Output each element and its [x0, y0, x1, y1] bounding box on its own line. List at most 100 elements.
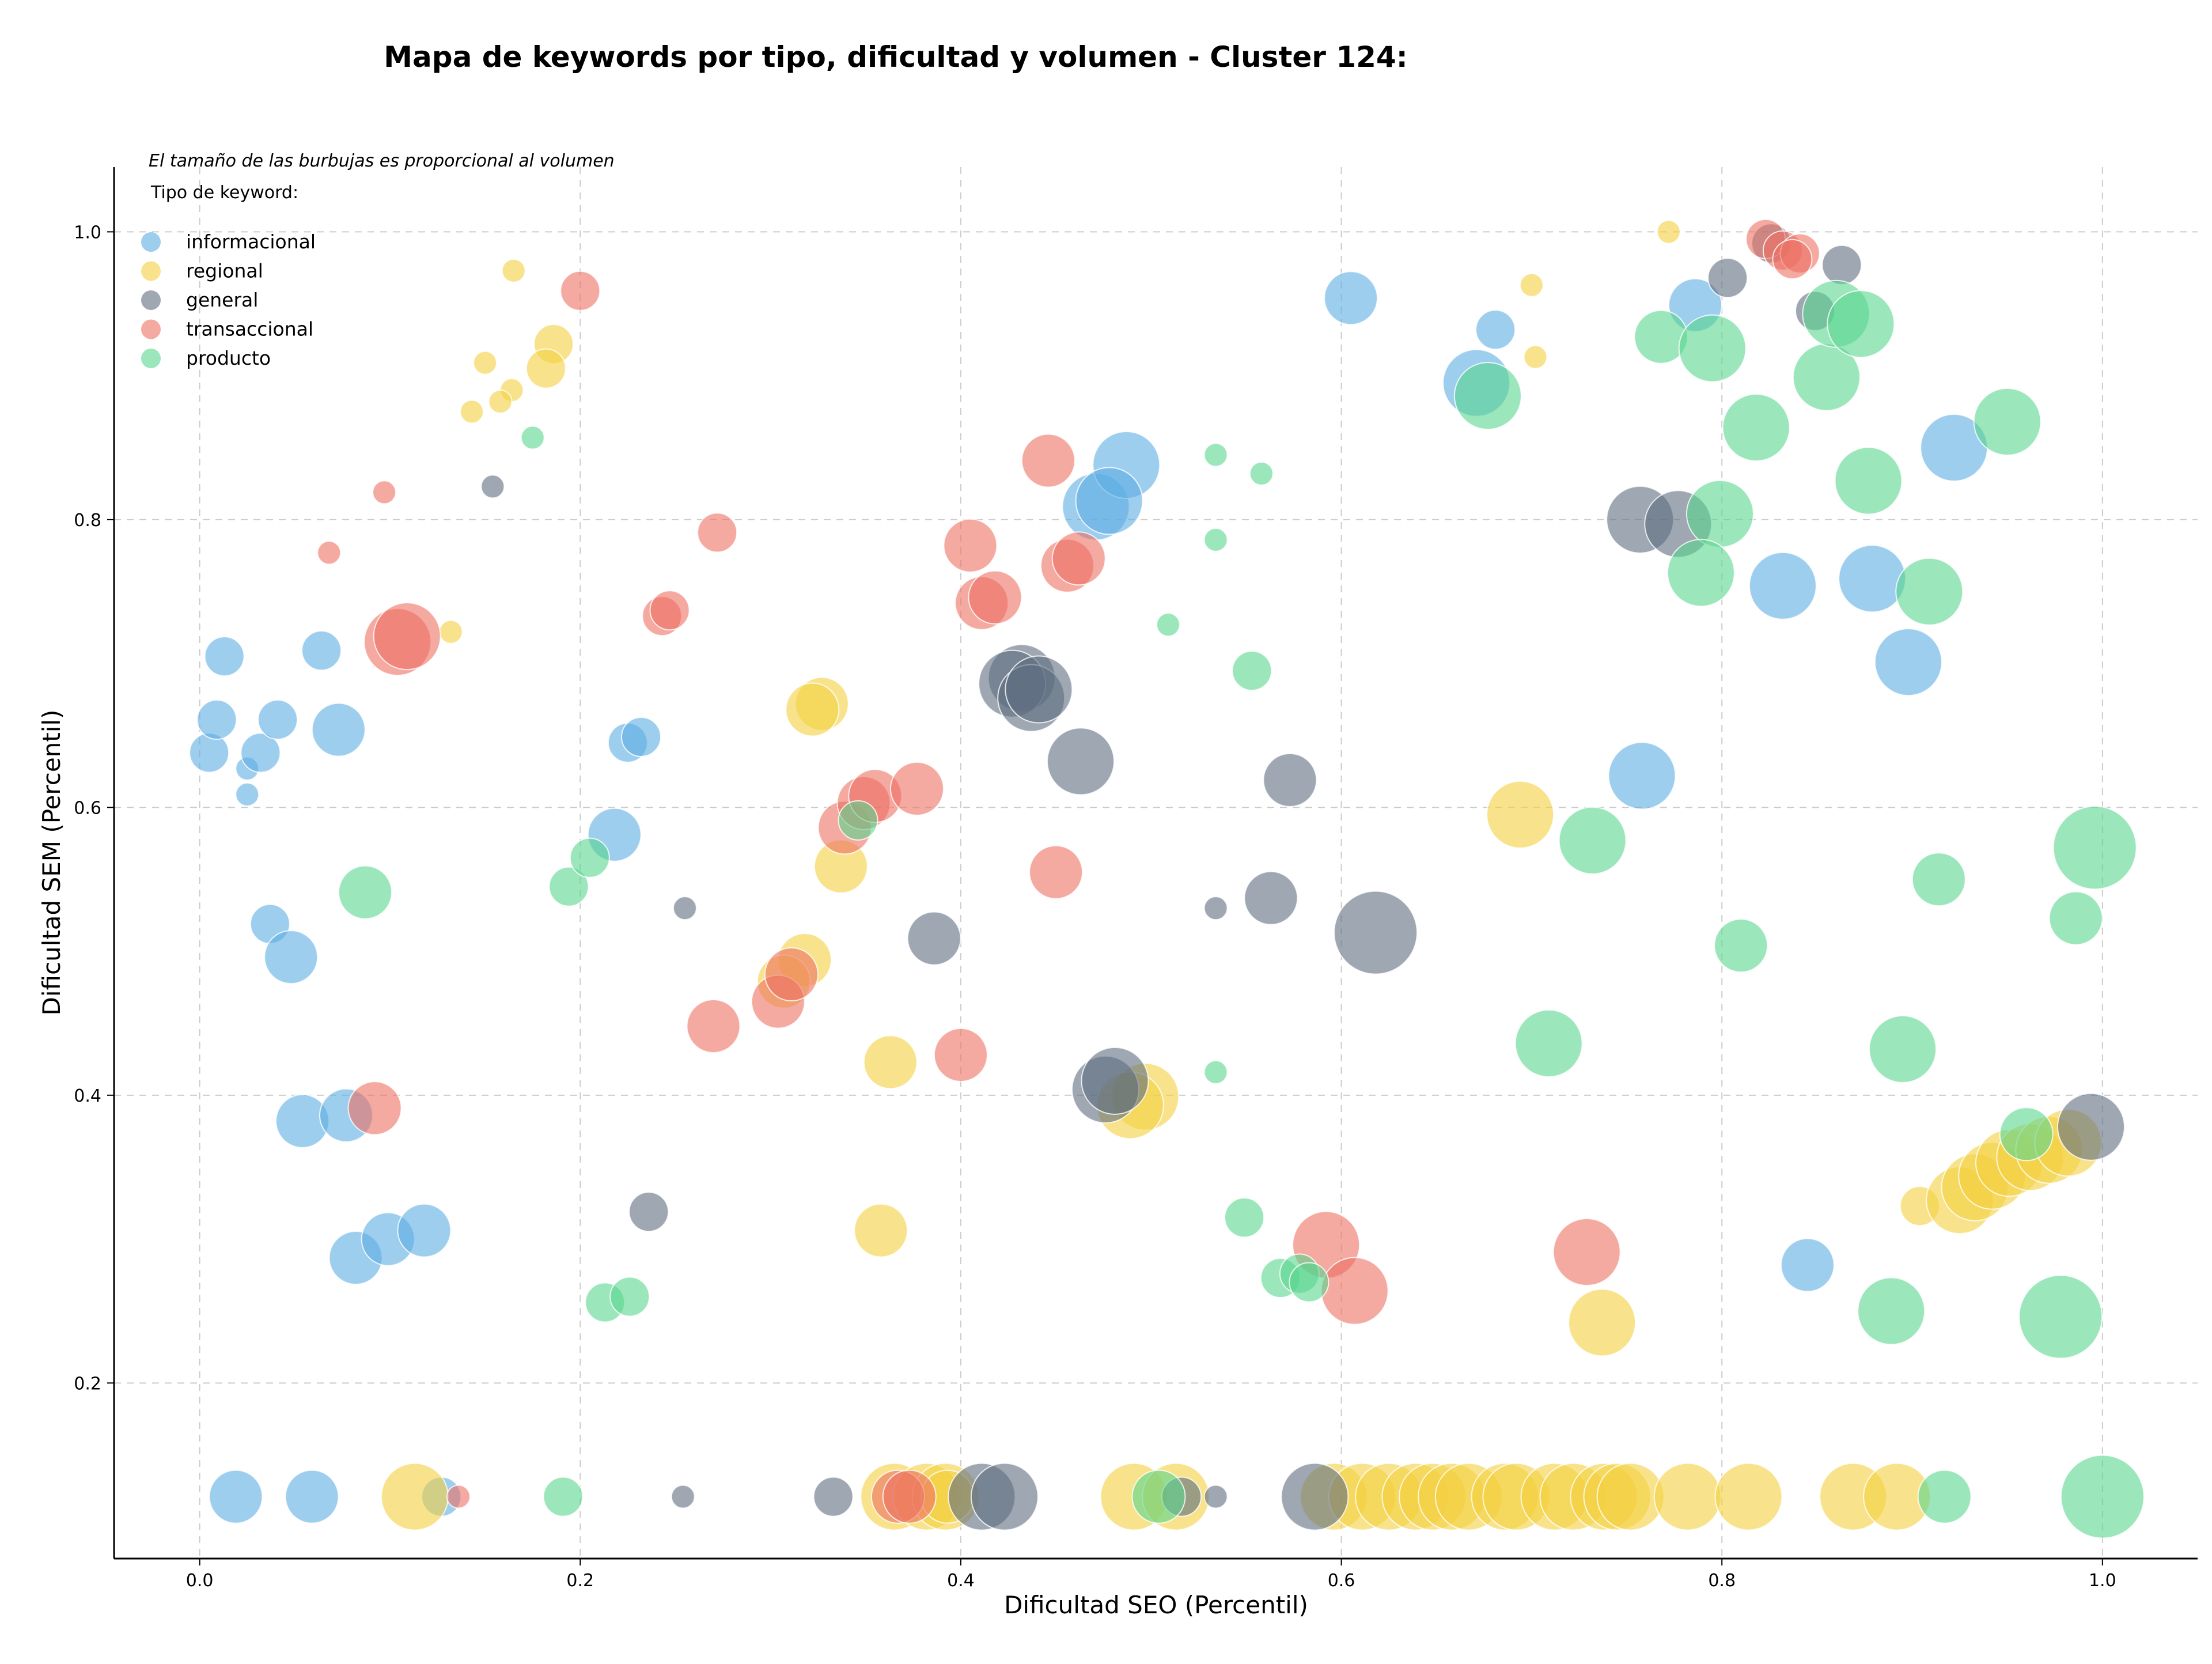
bubble-informacional: [196, 699, 237, 740]
bubble-regional: [1486, 780, 1555, 849]
bubble-transaccional: [649, 590, 690, 631]
bubble-transaccional: [1552, 1218, 1621, 1287]
bubble-general: [1821, 244, 1862, 285]
bubble-informacional: [397, 1203, 452, 1258]
legend-item-producto: producto: [141, 347, 271, 369]
legend-marker: [141, 261, 161, 281]
bubble-informacional: [1324, 271, 1378, 326]
bubble-regional: [1523, 345, 1548, 369]
bubble-transaccional: [1051, 531, 1106, 586]
bubble-informacional: [209, 1469, 263, 1524]
series-transaccional: [317, 218, 1820, 1524]
bubble-regional: [785, 682, 840, 737]
bubble-transaccional: [933, 1027, 988, 1082]
bubble-producto: [543, 1476, 584, 1517]
bubble-producto: [1203, 527, 1228, 552]
bubble-transaccional: [347, 1081, 402, 1136]
plot-axes: [113, 167, 2198, 1560]
bubble-regional: [1519, 273, 1544, 297]
bubble-general: [1263, 752, 1317, 807]
legend-marker: [141, 290, 161, 310]
bubble-regional: [438, 619, 463, 644]
bubble-general: [672, 896, 697, 921]
bubble-general: [628, 1192, 669, 1232]
bubble-producto: [1249, 461, 1274, 486]
bubble-general: [480, 474, 505, 499]
y-tick-label: 0.2: [74, 1374, 101, 1394]
bubble-transaccional: [697, 512, 738, 553]
bubble-producto: [1203, 1060, 1228, 1084]
bubble-transaccional: [968, 570, 1022, 625]
bubble-informacional: [240, 732, 281, 773]
bubble-transaccional: [1021, 433, 1075, 488]
legend-label: producto: [186, 347, 271, 369]
bubble-transaccional: [560, 270, 601, 311]
bubble-transaccional: [764, 947, 819, 1002]
bubble-regional: [1656, 220, 1681, 244]
bubble-producto: [1834, 447, 1903, 515]
bubble-general: [1047, 727, 1115, 796]
legend: informacional regional general transacciona…: [141, 230, 316, 369]
bubble-producto: [1678, 314, 1747, 383]
bubble-general: [907, 911, 961, 966]
legend-label: general: [186, 289, 258, 311]
bubble-informacional: [1748, 551, 1817, 620]
bubble-regional: [854, 1203, 908, 1258]
bubble-transaccional: [1320, 1257, 1389, 1325]
bubble-general: [1334, 890, 1418, 975]
bubble-informacional: [1838, 544, 1907, 613]
y-tick-label: 1.0: [74, 222, 101, 243]
bubble-general: [1244, 871, 1298, 925]
bubble-general: [813, 1476, 854, 1517]
x-axis-label: Dificultad SEO (Percentil): [1004, 1591, 1308, 1619]
bubble-regional: [501, 258, 526, 283]
bubble-producto: [1827, 290, 1895, 358]
bubble-general: [1203, 1484, 1228, 1509]
bubble-general: [1081, 1046, 1149, 1115]
bubble-regional: [863, 1035, 918, 1090]
bubble-informacional: [235, 782, 260, 807]
y-tick-label: 0.8: [74, 510, 101, 531]
bubble-informacional: [264, 930, 319, 985]
bubble-producto: [2060, 1454, 2145, 1539]
bubble-transaccional: [317, 540, 342, 565]
bubble-informacional: [257, 699, 298, 740]
bubble-producto: [1869, 1015, 1937, 1083]
bubble-producto: [520, 425, 545, 450]
series-producto: [338, 279, 2145, 1539]
x-tick-label: 1.0: [2089, 1571, 2116, 1591]
bubble-producto: [1895, 557, 1964, 626]
x-tick-label: 0.8: [1708, 1571, 1736, 1591]
bubble-regional: [460, 399, 484, 424]
bubble-transaccional: [882, 1469, 937, 1524]
chart-title: Mapa de keywords por tipo, dificultad y …: [384, 40, 1407, 74]
bubble-producto: [1722, 394, 1790, 462]
bubble-transaccional: [686, 999, 741, 1053]
bubble-producto: [1514, 1009, 1583, 1077]
y-axis-label: Dificultad SEM (Percentil): [37, 710, 66, 1016]
bubble-informacional: [1075, 467, 1143, 535]
size-annotation: El tamaño de las burbujas es proporciona…: [149, 151, 615, 171]
bubble-regional: [1568, 1288, 1637, 1357]
bubble-informacional: [204, 636, 245, 677]
bubble-producto: [1224, 1197, 1265, 1238]
bubble-producto: [1917, 1469, 1972, 1524]
legend-marker: [141, 319, 161, 339]
bubble-general: [2057, 1092, 2126, 1161]
bubble-producto: [1911, 852, 1966, 907]
legend-title: Tipo de keyword:: [150, 183, 298, 203]
legend-item-regional: regional: [141, 260, 263, 282]
bubble-producto: [2018, 1275, 2103, 1359]
bubble-producto: [609, 1276, 650, 1317]
bubble-general: [1005, 655, 1073, 724]
bubble-transaccional: [943, 518, 998, 573]
x-tick-label: 0.0: [186, 1571, 214, 1591]
bubble-producto: [1999, 1107, 2054, 1162]
bubble-informacional: [1608, 742, 1676, 810]
bubble-producto: [2052, 805, 2137, 890]
bubble-regional: [380, 1462, 449, 1531]
bubble-producto: [1685, 479, 1754, 548]
bubble-informacional: [311, 702, 366, 757]
legend-item-transaccional: transaccional: [141, 318, 313, 341]
